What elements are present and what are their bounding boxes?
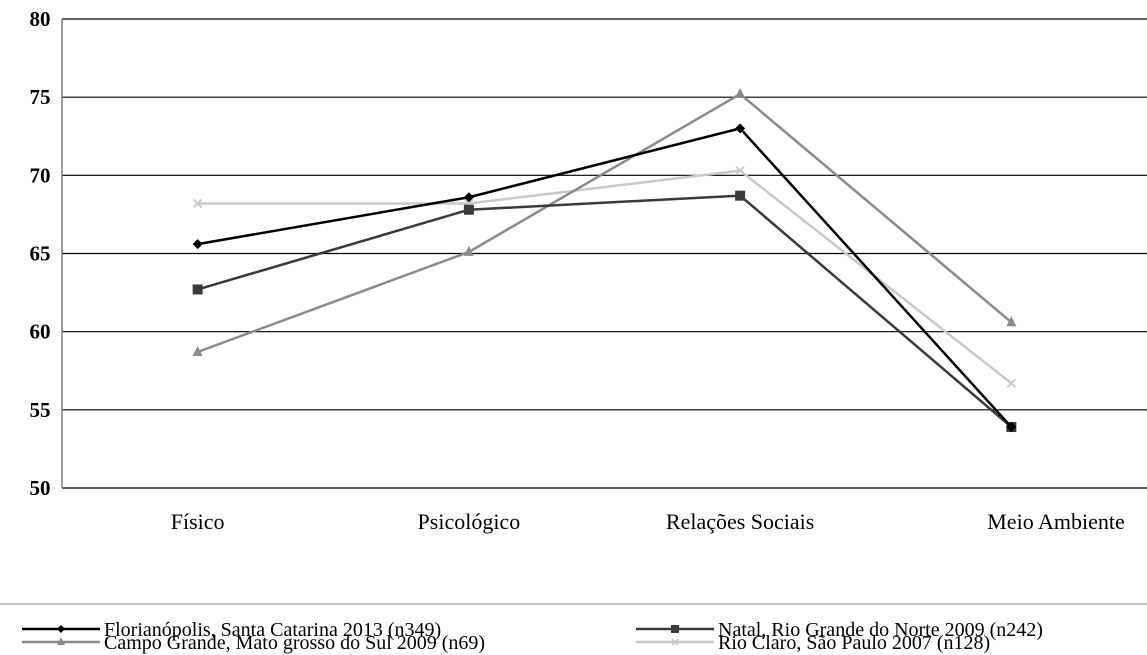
data-point-diamond [1006, 422, 1017, 433]
legend-label: Campo Grande, Mato grosso do Sul 2009 (n… [104, 632, 485, 654]
legend-item: Rio Claro, São Paulo 2007 (n128) [636, 632, 990, 654]
legend: Florianópolis, Santa Catarina 2013 (n349… [22, 619, 1043, 654]
data-point-diamond [463, 192, 474, 203]
legend-item: Natal, Rio Grande do Norte 2009 (n242) [636, 619, 1043, 641]
gridlines [62, 18, 1147, 489]
series [192, 190, 1017, 433]
series [192, 123, 1017, 433]
data-point-x [1006, 378, 1017, 388]
data-point-x [735, 166, 745, 176]
x-tick-label: Relações Sociais [666, 509, 814, 534]
data-point-triangle [735, 88, 746, 99]
x-tick-label: Físico [171, 509, 225, 534]
legend-item: Florianópolis, Santa Catarina 2013 (n349… [22, 619, 441, 641]
legend-label: Rio Claro, São Paulo 2007 (n128) [718, 632, 990, 654]
legend-label: Natal, Rio Grande do Norte 2009 (n242) [718, 619, 1043, 641]
data-point-triangle [57, 637, 65, 645]
y-tick-labels: 50 55 60 65 70 75 80 [30, 7, 51, 500]
y-tick-label: 55 [30, 398, 51, 422]
series-line [197, 92, 1013, 354]
x-tick-labels: Físico Psicológico Relações Sociais Meio Am… [171, 509, 1125, 534]
y-tick-label: 70 [30, 163, 51, 187]
data-point-triangle [463, 245, 474, 256]
data-point-x [192, 198, 203, 209]
data-point-x [671, 638, 679, 646]
data-point-triangle [192, 345, 203, 356]
x-tick-label: Psicológico [418, 509, 521, 534]
data-point-square [735, 190, 746, 201]
series-lines [192, 88, 1017, 433]
data-point-square [671, 625, 679, 633]
y-tick-label: 75 [30, 85, 51, 109]
series [192, 88, 1017, 356]
y-tick-label: 60 [30, 320, 51, 344]
data-point-diamond [735, 123, 746, 134]
data-point-square [192, 284, 203, 295]
x-tick-label: Meio Ambiente [987, 509, 1124, 534]
y-tick-label: 80 [30, 7, 51, 31]
series-line [197, 127, 1013, 428]
legend-item: Campo Grande, Mato grosso do Sul 2009 (n… [22, 632, 485, 654]
legend-label: Florianópolis, Santa Catarina 2013 (n349… [104, 619, 441, 641]
y-tick-label: 50 [30, 476, 51, 500]
data-point-diamond [192, 239, 203, 250]
data-point-triangle [1006, 316, 1017, 327]
series-line [197, 194, 1013, 428]
series [192, 166, 1017, 388]
data-point-diamond [57, 625, 65, 633]
data-point-square [463, 204, 474, 215]
y-tick-label: 65 [30, 242, 51, 266]
